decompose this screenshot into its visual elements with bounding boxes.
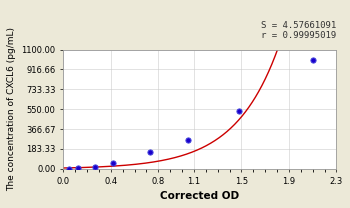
Point bbox=[236, 109, 242, 113]
X-axis label: Corrected OD: Corrected OD bbox=[160, 191, 239, 201]
Point bbox=[75, 166, 80, 170]
Y-axis label: The concentration of CXCL6 (pg/mL): The concentration of CXCL6 (pg/mL) bbox=[7, 27, 16, 191]
Point bbox=[147, 150, 153, 154]
Text: S = 4.57661091
r = 0.99995019: S = 4.57661091 r = 0.99995019 bbox=[261, 21, 336, 40]
Point bbox=[92, 165, 98, 168]
Point bbox=[310, 59, 315, 62]
Point bbox=[66, 167, 72, 170]
Point bbox=[185, 138, 191, 141]
Point bbox=[110, 161, 116, 165]
